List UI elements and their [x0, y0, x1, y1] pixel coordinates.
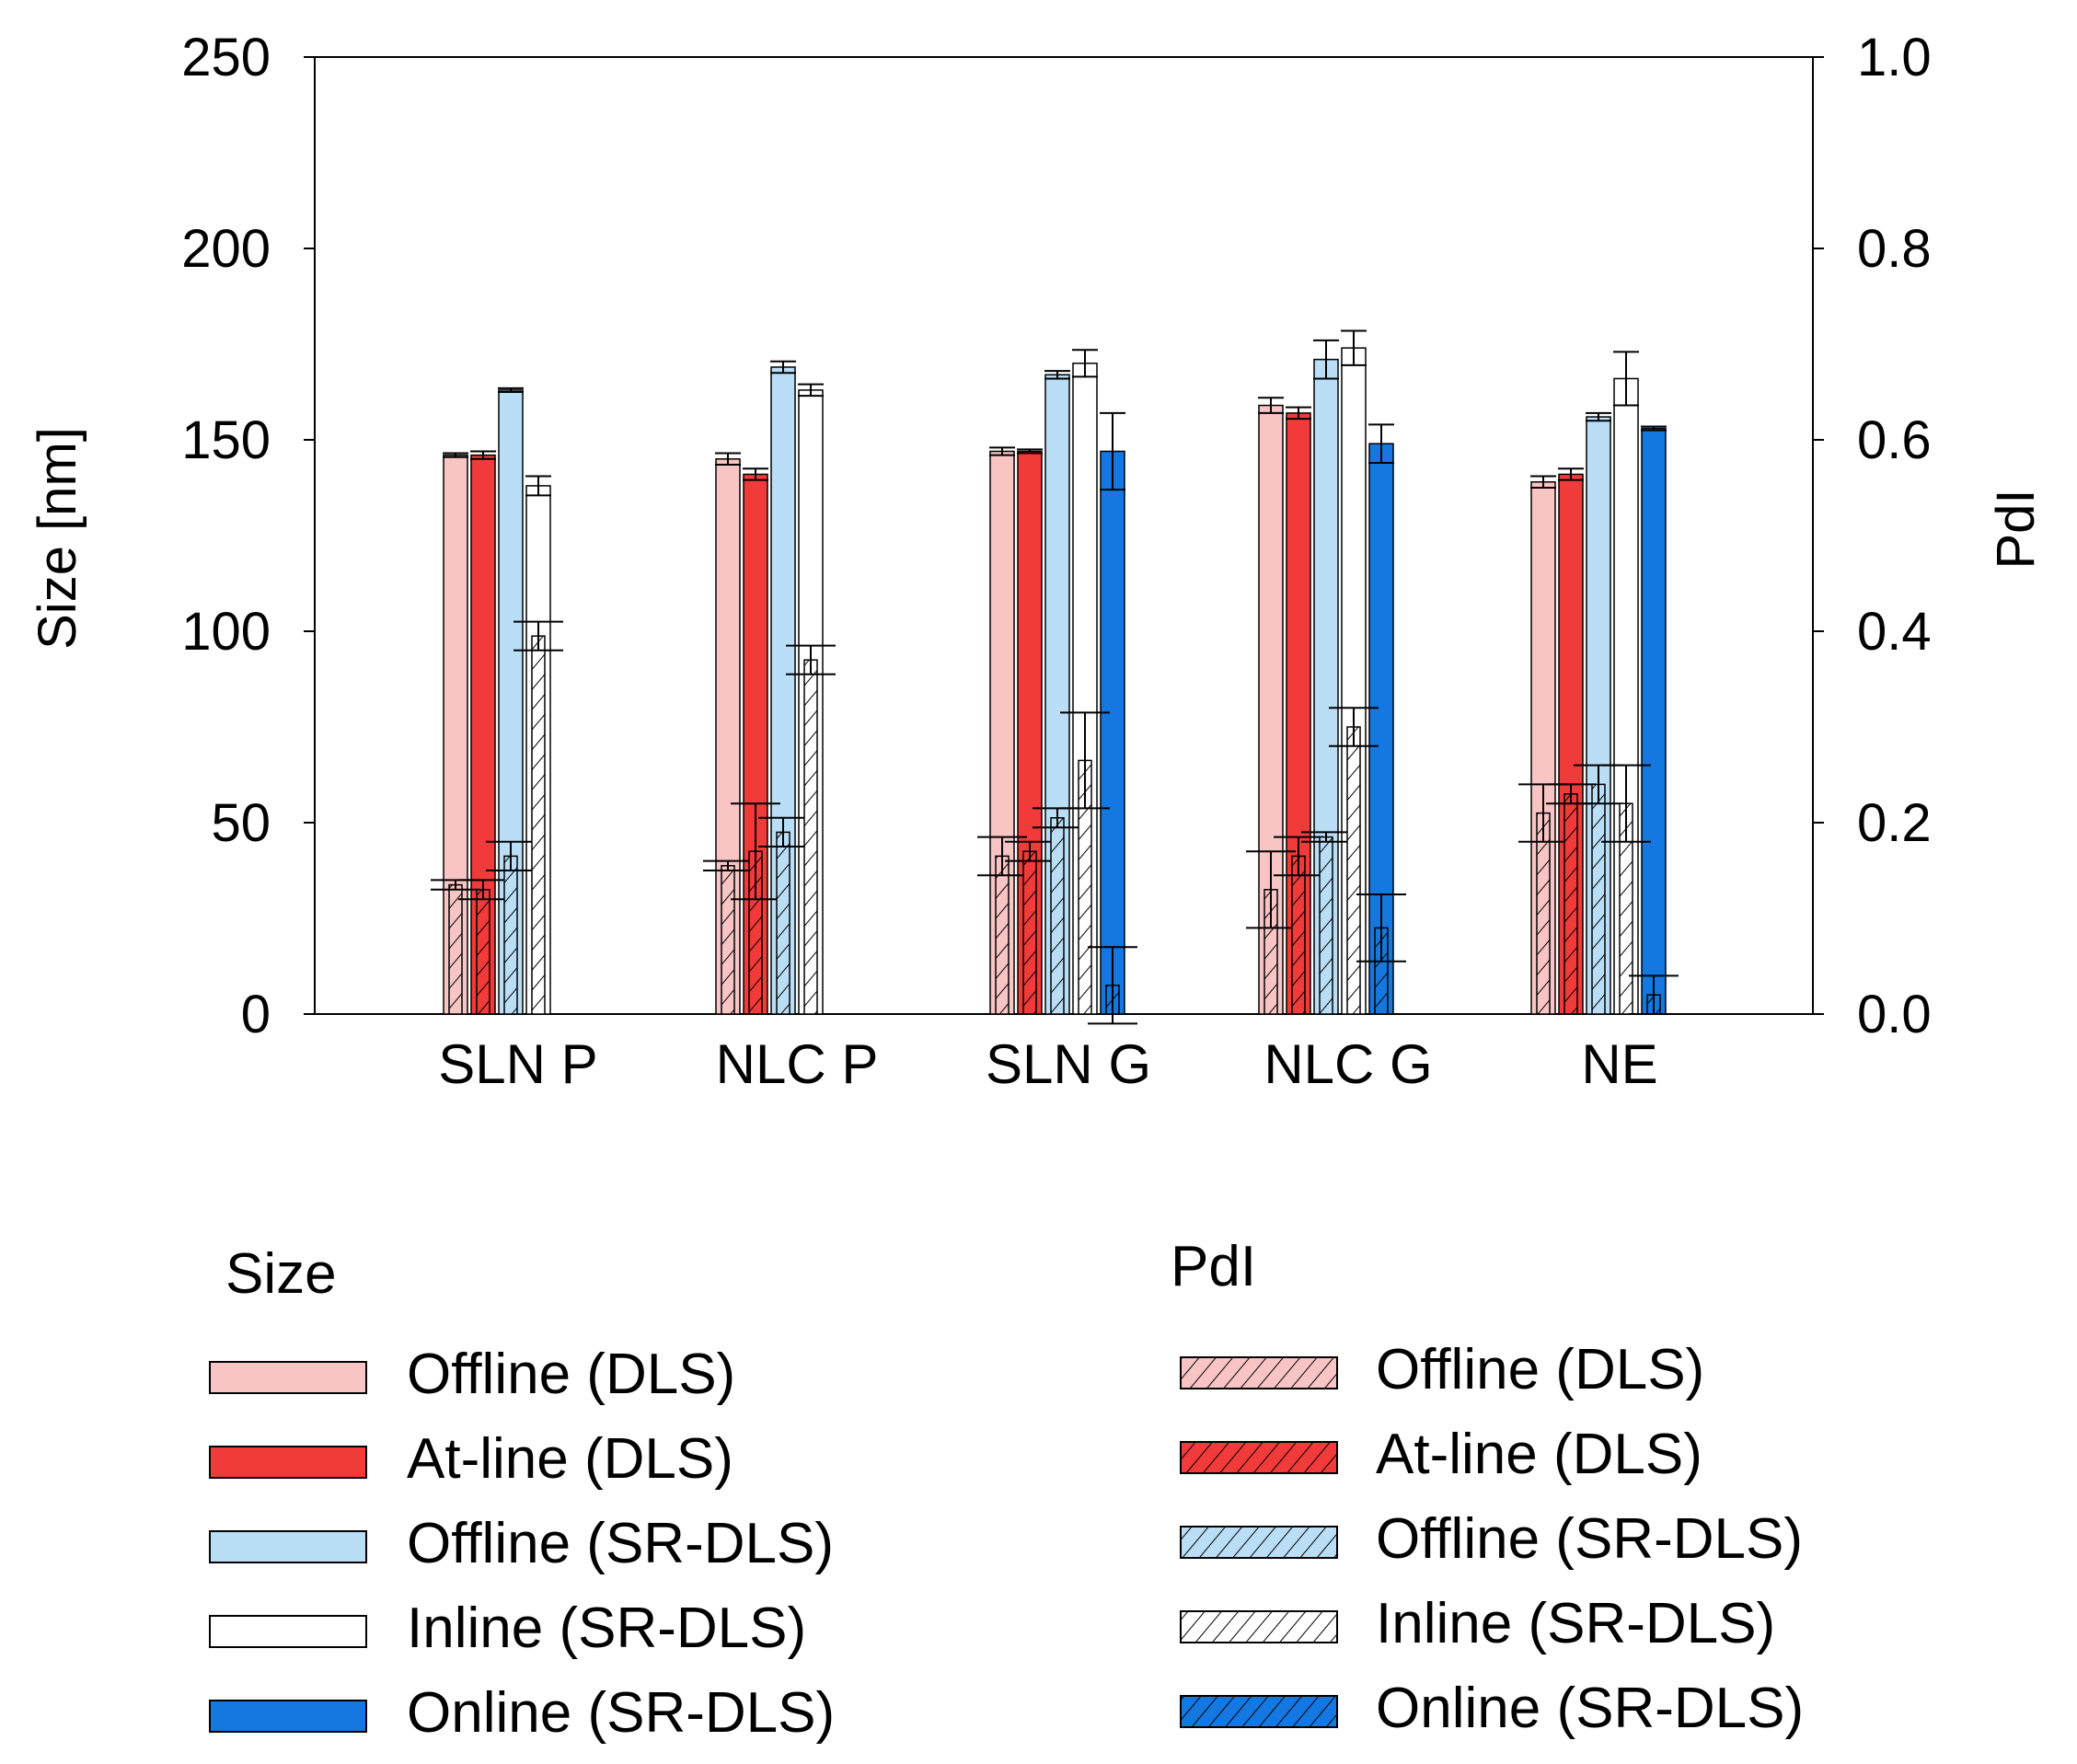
y-axis-left-label: Size [nm] [28, 427, 87, 650]
pdi-bar-hatch [1079, 760, 1091, 1014]
legend-pdi-label: At-line (DLS) [1376, 1423, 1702, 1486]
pdi-bar-hatch [532, 636, 545, 1014]
x-tick-label: NLC P [716, 1033, 879, 1095]
y-right-tick-label: 0.2 [1857, 793, 1932, 853]
legend-size-label: Offline (DLS) [407, 1343, 735, 1406]
pdi-bar-hatch [1051, 817, 1064, 1014]
legend-pdi-swatch-hatch [1181, 1611, 1337, 1643]
pdi-bar-hatch [1347, 727, 1360, 1014]
y-left-tick-label: 250 [181, 28, 271, 87]
pdi-bar-hatch [1592, 784, 1605, 1014]
y-right-tick-label: 0.8 [1857, 219, 1932, 279]
legend-pdi-swatch-hatch [1181, 1527, 1337, 1558]
legend-size-swatch [209, 1446, 367, 1479]
pdi-bar-hatch [1375, 928, 1388, 1014]
legend-pdi-label: Inline (SR-DLS) [1376, 1592, 1775, 1655]
pdi-bar-hatch [504, 856, 517, 1014]
legend: Size PdI Offline (DLS)At-line (DLS)Offli… [209, 1235, 1804, 1745]
legend-pdi-label: Offline (DLS) [1376, 1338, 1704, 1401]
size-bar [1641, 427, 1667, 1015]
legend-size-swatch [209, 1700, 367, 1733]
pdi-bar-hatch [449, 884, 462, 1014]
pdi-bar-hatch [1564, 793, 1577, 1014]
legend-size-items: Offline (DLS) At-line (DLS) Offline (SR-DL… [209, 1343, 835, 1745]
y-left-tick-label: 50 [211, 793, 271, 853]
x-tick-label: NLC G [1264, 1033, 1432, 1095]
pdi-bar-hatch [1264, 889, 1277, 1014]
pdi-bar-hatch [777, 832, 790, 1014]
y-left-tick-label: 0 [241, 985, 271, 1044]
x-tick-label: SLN G [986, 1033, 1151, 1095]
legend-size-swatch [209, 1615, 367, 1648]
legend-size-label: Online (SR-DLS) [407, 1681, 835, 1745]
legend-size-label: Inline (SR-DLS) [407, 1597, 806, 1660]
legend-size-label: Offline (SR-DLS) [407, 1512, 834, 1575]
legend-pdi-label: Offline (SR-DLS) [1376, 1507, 1803, 1571]
y-right-tick-label: 0.0 [1857, 985, 1932, 1044]
bars [431, 329, 1679, 1025]
pdi-bar-hatch [1320, 836, 1333, 1014]
legend-pdi-title: PdI [1171, 1235, 1256, 1298]
y-right-tick-label: 0.6 [1857, 410, 1932, 470]
legend-size-title: Size [225, 1242, 337, 1306]
legend-pdi-swatch-hatch [1181, 1357, 1337, 1389]
pdi-bar-hatch [721, 865, 734, 1014]
pdi-bar-hatch [749, 851, 762, 1014]
y-axis-right-label: PdI [1986, 489, 2046, 569]
pdi-bar-hatch [1292, 856, 1305, 1014]
y-left-tick-label: 200 [181, 219, 271, 279]
legend-size-swatch [209, 1361, 367, 1394]
legend-pdi-swatch-hatch [1181, 1696, 1337, 1727]
pdi-bar-hatch [996, 856, 1009, 1014]
axes: 0 50 100 150 200 250 0.0 0.2 0.4 0.6 0.8 1.0 SLN P NL… [181, 28, 1931, 1095]
legend-pdi-items: Offline (DLS) At-line (DLS) Offline (SR-DL… [1180, 1338, 1804, 1740]
plot-area: 0 50 100 150 200 250 0.0 0.2 0.4 0.6 0.8 1.0 SLN P NL… [181, 28, 1931, 1095]
x-tick-label: NE [1581, 1033, 1657, 1095]
legend-size-swatch [209, 1530, 367, 1563]
y-right-tick-label: 0.4 [1857, 602, 1932, 662]
pdi-bar-hatch [1023, 851, 1036, 1014]
pdi-bar-hatch [804, 660, 817, 1014]
x-tick-label: SLN P [438, 1033, 597, 1095]
y-left-tick-label: 150 [181, 410, 271, 470]
pdi-bar-hatch [477, 889, 490, 1014]
pdi-bar-hatch [1620, 803, 1633, 1014]
y-left-tick-label: 100 [181, 602, 271, 662]
legend-pdi-swatch-hatch [1181, 1442, 1337, 1473]
size-bar [1100, 450, 1125, 1015]
legend-pdi-label: Online (SR-DLS) [1376, 1677, 1804, 1740]
legend-size-label: At-line (DLS) [407, 1427, 733, 1491]
y-right-tick-label: 1.0 [1857, 28, 1932, 87]
pdi-bar-hatch [1537, 813, 1550, 1014]
